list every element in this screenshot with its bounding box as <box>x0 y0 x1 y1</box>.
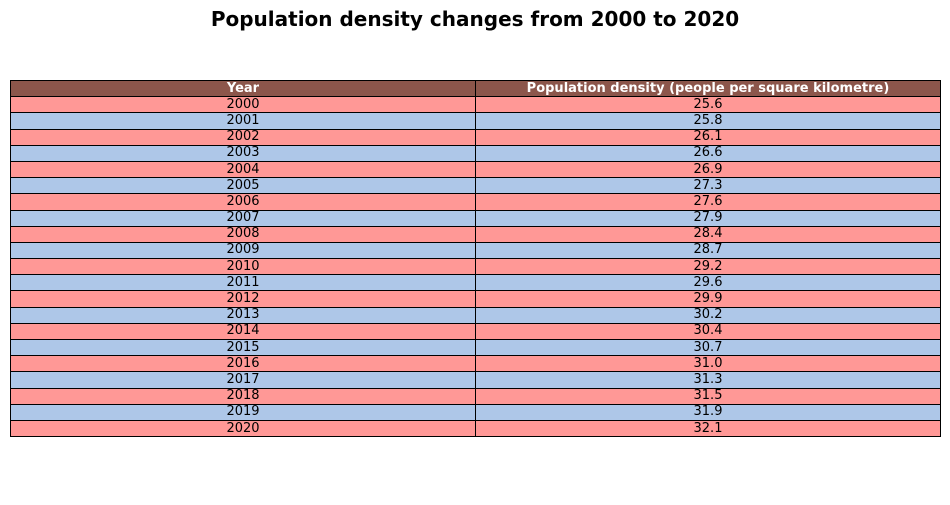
cell-year: 2014 <box>10 322 476 341</box>
table-row: 2014 30.4 <box>10 322 941 341</box>
cell-year: 2006 <box>10 193 476 211</box>
table-row: 2000 25.6 <box>10 96 941 114</box>
cell-year: 2007 <box>10 209 476 227</box>
table-row: 2020 32.1 <box>10 419 941 438</box>
cell-population-density: 27.9 <box>475 209 941 227</box>
cell-population-density: 32.1 <box>475 419 941 438</box>
cell-population-density: 26.6 <box>475 144 941 162</box>
cell-year: 2011 <box>10 274 476 292</box>
cell-population-density: 29.9 <box>475 290 941 308</box>
cell-year: 2012 <box>10 290 476 308</box>
cell-year: 2004 <box>10 160 476 179</box>
cell-year: 2005 <box>10 177 476 195</box>
cell-population-density: 30.7 <box>475 338 941 357</box>
cell-year: 2003 <box>10 144 476 162</box>
cell-population-density: 30.2 <box>475 306 941 324</box>
cell-population-density: 26.1 <box>475 128 941 146</box>
table-row: 2013 30.2 <box>10 306 941 324</box>
table-row: 2006 27.6 <box>10 193 941 211</box>
table-row: 2010 29.2 <box>10 258 941 276</box>
cell-population-density: 28.4 <box>475 225 941 243</box>
cell-population-density: 31.5 <box>475 387 941 405</box>
cell-population-density: 26.9 <box>475 160 941 179</box>
cell-population-density: 31.9 <box>475 403 941 421</box>
cell-year: 2000 <box>10 96 476 114</box>
cell-population-density: 31.0 <box>475 355 941 373</box>
cell-year: 2017 <box>10 371 476 389</box>
cell-year: 2018 <box>10 387 476 405</box>
table-row: 2009 28.7 <box>10 241 941 260</box>
table-row: 2004 26.9 <box>10 160 941 179</box>
table-row: 2007 27.9 <box>10 209 941 227</box>
cell-population-density: 25.8 <box>475 112 941 130</box>
cell-year: 2016 <box>10 355 476 373</box>
table-row: 2005 27.3 <box>10 177 941 195</box>
cell-population-density: 27.6 <box>475 193 941 211</box>
table-row: 2008 28.4 <box>10 225 941 243</box>
cell-year: 2010 <box>10 258 476 276</box>
header-year: Year <box>10 79 476 98</box>
table-row: 2017 31.3 <box>10 371 941 389</box>
chart-title: Population density changes from 2000 to … <box>210 7 740 31</box>
table-row: 2018 31.5 <box>10 387 941 405</box>
header-population-density: Population density (people per square ki… <box>475 79 941 98</box>
table-row: 2001 25.8 <box>10 112 941 130</box>
cell-year: 2015 <box>10 338 476 357</box>
table-row: 2016 31.0 <box>10 355 941 373</box>
cell-year: 2008 <box>10 225 476 243</box>
cell-population-density: 31.3 <box>475 371 941 389</box>
cell-year: 2002 <box>10 128 476 146</box>
table-body: 2000 25.6 2001 25.8 2002 26.1 2003 26.6 2004 26.9… <box>10 96 941 438</box>
table-row: 2015 30.7 <box>10 338 941 357</box>
data-table: Year Population density (people per squa… <box>10 79 941 438</box>
cell-population-density: 30.4 <box>475 322 941 341</box>
cell-year: 2013 <box>10 306 476 324</box>
cell-population-density: 29.6 <box>475 274 941 292</box>
cell-population-density: 28.7 <box>475 241 941 260</box>
table-row: 2003 26.6 <box>10 144 941 162</box>
cell-population-density: 27.3 <box>475 177 941 195</box>
table-row: 2012 29.9 <box>10 290 941 308</box>
cell-year: 2009 <box>10 241 476 260</box>
cell-population-density: 29.2 <box>475 258 941 276</box>
cell-year: 2020 <box>10 419 476 438</box>
cell-year: 2001 <box>10 112 476 130</box>
table-header-row: Year Population density (people per squa… <box>10 79 941 98</box>
table-row: 2002 26.1 <box>10 128 941 146</box>
table-row: 2011 29.6 <box>10 274 941 292</box>
cell-year: 2019 <box>10 403 476 421</box>
table-row: 2019 31.9 <box>10 403 941 421</box>
cell-population-density: 25.6 <box>475 96 941 114</box>
